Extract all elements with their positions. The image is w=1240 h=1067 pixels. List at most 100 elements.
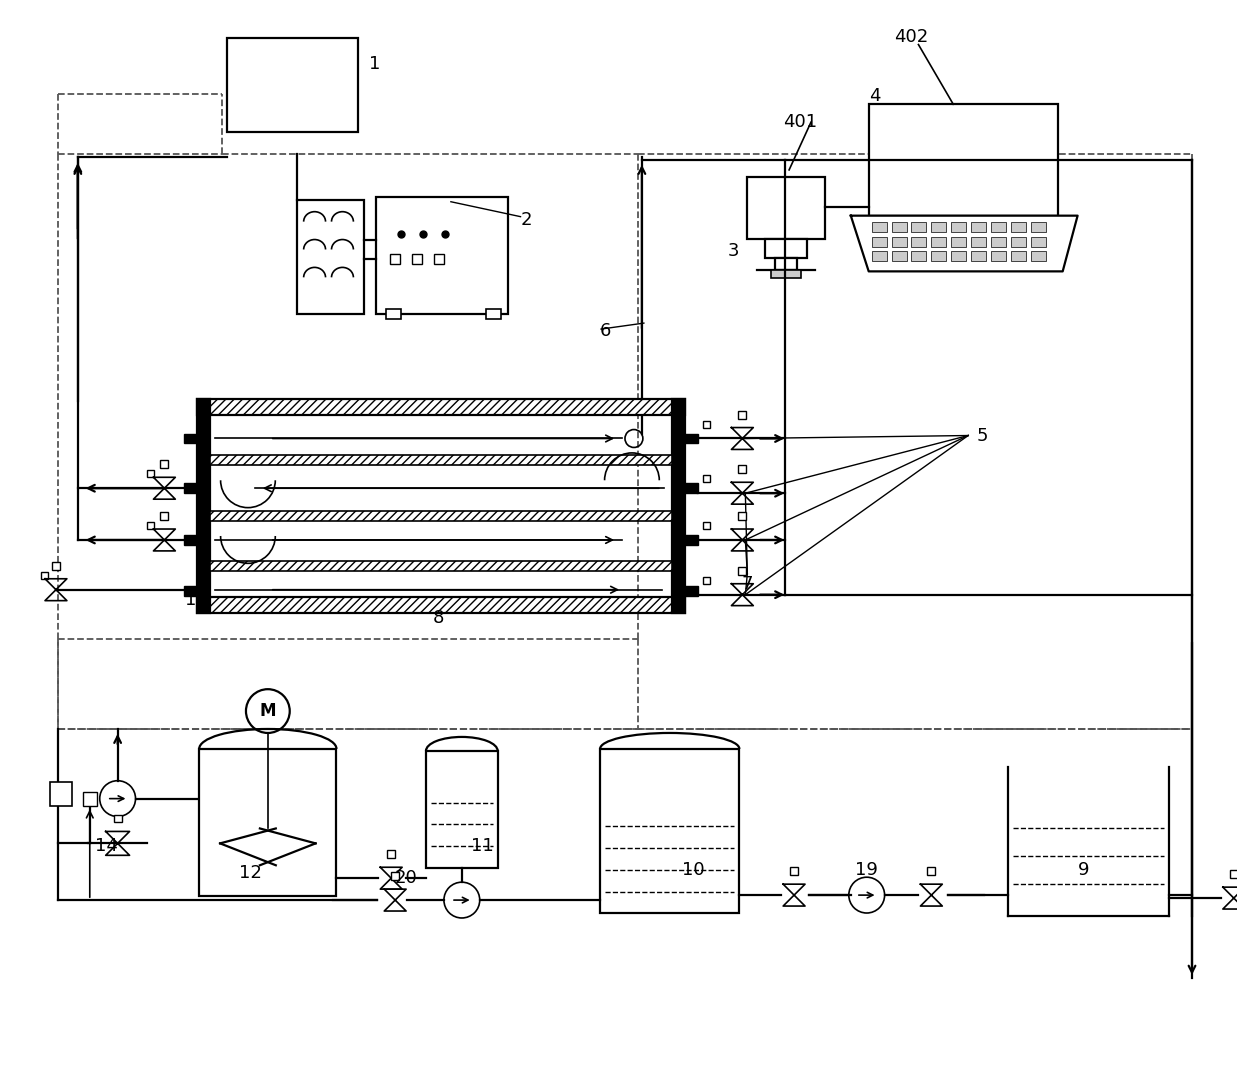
Bar bbox=[50, 782, 72, 806]
Bar bbox=[971, 222, 986, 232]
Bar bbox=[931, 237, 946, 246]
Bar bbox=[600, 749, 739, 913]
Bar bbox=[872, 237, 887, 246]
Bar bbox=[114, 814, 122, 823]
Text: 3: 3 bbox=[728, 242, 739, 260]
Bar bbox=[197, 596, 684, 612]
Bar bbox=[1030, 252, 1045, 261]
Bar bbox=[210, 561, 672, 571]
Bar bbox=[738, 567, 746, 575]
Bar bbox=[412, 254, 422, 265]
Bar bbox=[872, 222, 887, 232]
Bar bbox=[148, 522, 155, 529]
Text: 19: 19 bbox=[854, 861, 878, 879]
Text: 14: 14 bbox=[94, 838, 118, 856]
Bar bbox=[971, 252, 986, 261]
Text: 20: 20 bbox=[394, 870, 417, 887]
Bar bbox=[486, 309, 501, 319]
Text: 2: 2 bbox=[521, 210, 532, 228]
Bar bbox=[991, 222, 1006, 232]
Bar bbox=[41, 572, 48, 578]
Bar bbox=[210, 456, 672, 465]
Bar bbox=[991, 237, 1006, 246]
Bar bbox=[892, 222, 906, 232]
Bar bbox=[911, 222, 926, 232]
Bar bbox=[703, 577, 709, 584]
Bar bbox=[185, 535, 197, 545]
Bar bbox=[684, 535, 698, 545]
Bar bbox=[738, 411, 746, 418]
Bar bbox=[434, 254, 444, 265]
Text: 1: 1 bbox=[370, 55, 381, 74]
Bar bbox=[703, 420, 709, 428]
Bar bbox=[1230, 871, 1238, 878]
Bar bbox=[387, 850, 396, 858]
Bar bbox=[775, 258, 797, 270]
Bar bbox=[971, 237, 986, 246]
Bar bbox=[197, 399, 684, 415]
Polygon shape bbox=[851, 216, 1078, 271]
Bar bbox=[911, 252, 926, 261]
Bar bbox=[1030, 237, 1045, 246]
Bar bbox=[227, 37, 358, 132]
Bar bbox=[427, 751, 497, 869]
Bar bbox=[391, 872, 399, 880]
Bar bbox=[52, 562, 60, 570]
Text: 401: 401 bbox=[784, 113, 817, 131]
Bar bbox=[391, 254, 401, 265]
Text: 9: 9 bbox=[1078, 861, 1089, 879]
Bar bbox=[83, 792, 97, 806]
Bar bbox=[1011, 222, 1025, 232]
Bar bbox=[185, 586, 197, 595]
Bar bbox=[872, 252, 887, 261]
Bar bbox=[892, 252, 906, 261]
Bar bbox=[684, 433, 698, 444]
Bar bbox=[911, 237, 926, 246]
Text: M: M bbox=[259, 702, 277, 720]
Bar bbox=[931, 252, 946, 261]
Bar bbox=[991, 252, 1006, 261]
Bar bbox=[703, 522, 709, 529]
Bar bbox=[765, 239, 807, 258]
Text: 12: 12 bbox=[239, 864, 262, 882]
Bar bbox=[738, 512, 746, 520]
Bar bbox=[931, 222, 946, 232]
Text: 7: 7 bbox=[742, 575, 753, 593]
Bar bbox=[1030, 222, 1045, 232]
Bar bbox=[684, 586, 698, 595]
Bar bbox=[160, 460, 169, 468]
Bar bbox=[185, 433, 197, 444]
Bar bbox=[200, 749, 336, 896]
Text: 10: 10 bbox=[682, 861, 704, 879]
Bar bbox=[771, 270, 801, 278]
Bar bbox=[951, 252, 966, 261]
Bar bbox=[376, 196, 507, 314]
Bar bbox=[869, 105, 1058, 216]
Bar bbox=[703, 475, 709, 482]
Bar bbox=[185, 483, 197, 493]
Bar bbox=[928, 867, 935, 875]
Text: 6: 6 bbox=[600, 322, 611, 340]
Text: 4: 4 bbox=[869, 87, 880, 106]
Text: 402: 402 bbox=[894, 28, 928, 46]
Bar bbox=[386, 309, 402, 319]
Bar bbox=[148, 471, 155, 477]
Text: 8: 8 bbox=[433, 608, 444, 626]
Text: 11: 11 bbox=[471, 838, 494, 856]
Bar bbox=[210, 511, 672, 521]
Bar bbox=[197, 399, 210, 612]
Bar bbox=[951, 222, 966, 232]
Bar bbox=[1011, 237, 1025, 246]
Bar bbox=[684, 483, 698, 493]
Bar bbox=[296, 200, 365, 314]
Text: 5: 5 bbox=[976, 427, 987, 445]
Bar bbox=[748, 177, 825, 239]
Bar bbox=[790, 867, 799, 875]
Bar bbox=[892, 237, 906, 246]
Bar bbox=[160, 512, 169, 520]
Bar bbox=[738, 465, 746, 474]
Bar bbox=[1011, 252, 1025, 261]
Text: 13: 13 bbox=[185, 591, 208, 608]
Bar bbox=[672, 399, 684, 612]
Bar bbox=[951, 237, 966, 246]
